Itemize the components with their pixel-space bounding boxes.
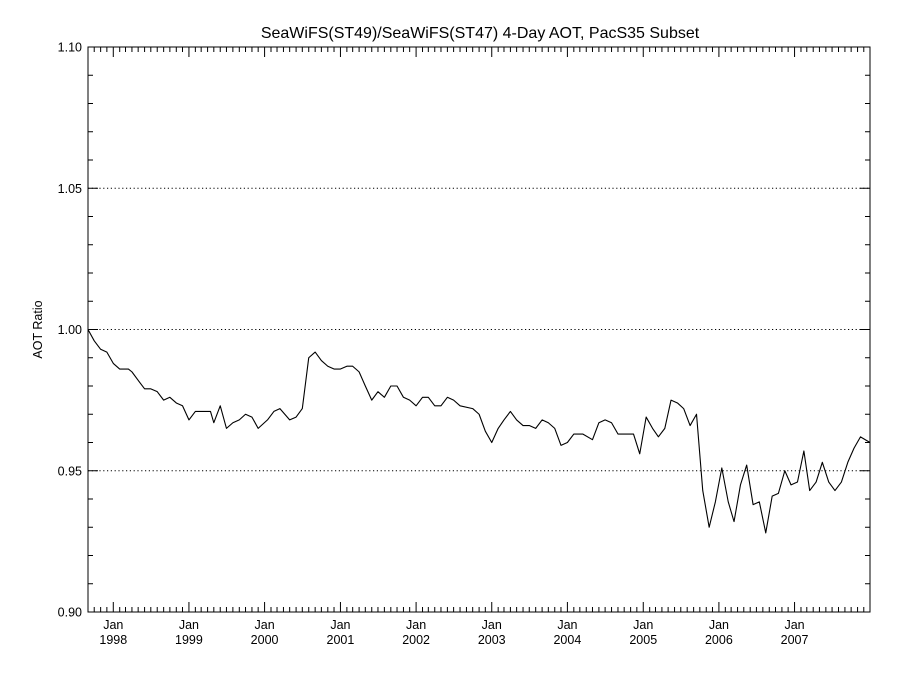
x-tick-label-month: Jan	[784, 618, 804, 632]
x-tick-label-year: 2007	[781, 633, 809, 647]
x-tick-label-month: Jan	[557, 618, 577, 632]
x-tick-label-month: Jan	[482, 618, 502, 632]
chart-title: SeaWiFS(ST49)/SeaWiFS(ST47) 4-Day AOT, P…	[261, 25, 700, 42]
tick-labels: 0.900.951.001.051.10Jan1998Jan1999Jan200…	[58, 41, 809, 648]
y-tick-label: 0.90	[58, 606, 82, 620]
y-tick-label: 1.10	[58, 41, 82, 55]
series-layer	[87, 329, 871, 534]
x-tick-label-year: 1999	[175, 633, 203, 647]
x-tick-label-year: 2003	[478, 633, 506, 647]
x-tick-label-month: Jan	[633, 618, 653, 632]
grid-lines	[88, 187, 870, 472]
x-tick-label-month: Jan	[255, 618, 275, 632]
y-tick-label: 1.00	[58, 323, 82, 337]
y-tick-label: 0.95	[58, 464, 82, 478]
x-tick-label-year: 1998	[99, 633, 127, 647]
x-tick-label-year: 2005	[629, 633, 657, 647]
x-tick-label-month: Jan	[179, 618, 199, 632]
x-tick-label-year: 2002	[402, 633, 430, 647]
plot-frame	[87, 46, 871, 613]
x-tick-label-month: Jan	[406, 618, 426, 632]
y-axis-label: AOT Ratio	[31, 300, 45, 358]
axis-ticks	[87, 46, 870, 613]
x-tick-label-year: 2001	[327, 633, 355, 647]
x-tick-label-month: Jan	[103, 618, 123, 632]
x-tick-label-month: Jan	[330, 618, 350, 632]
x-tick-label-year: 2000	[251, 633, 279, 647]
x-tick-label-month: Jan	[709, 618, 729, 632]
y-tick-label: 1.05	[58, 182, 82, 196]
x-tick-label-year: 2004	[553, 633, 581, 647]
series-line	[87, 329, 871, 534]
x-tick-label-year: 2006	[705, 633, 733, 647]
